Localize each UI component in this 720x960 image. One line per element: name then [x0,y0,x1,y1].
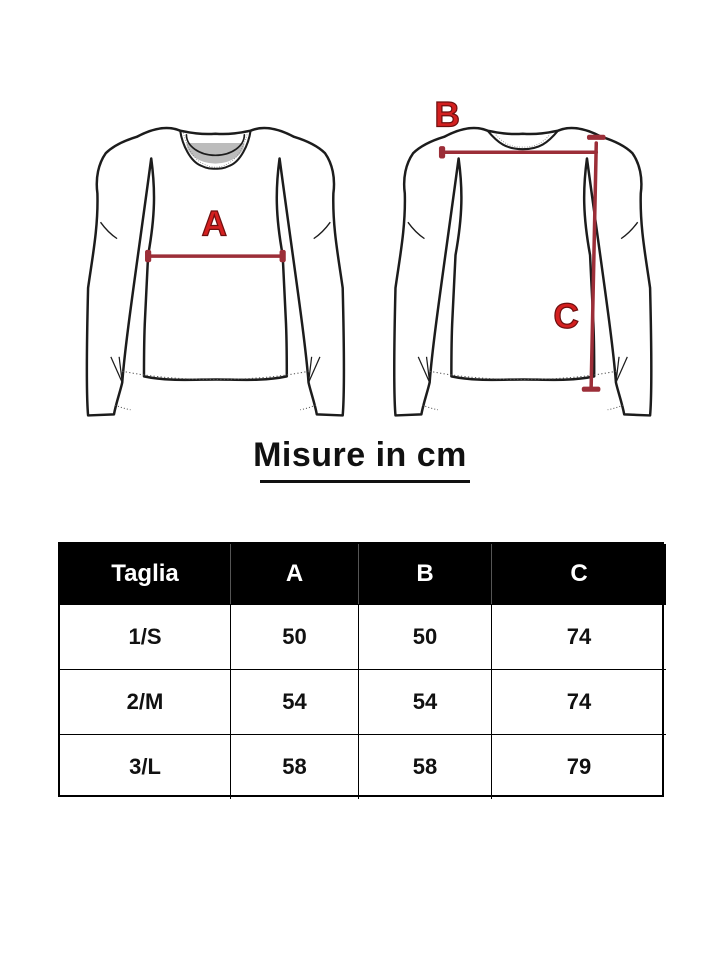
svg-text:A: A [202,205,227,244]
svg-text:B: B [435,96,460,135]
svg-text:C: C [554,297,579,336]
